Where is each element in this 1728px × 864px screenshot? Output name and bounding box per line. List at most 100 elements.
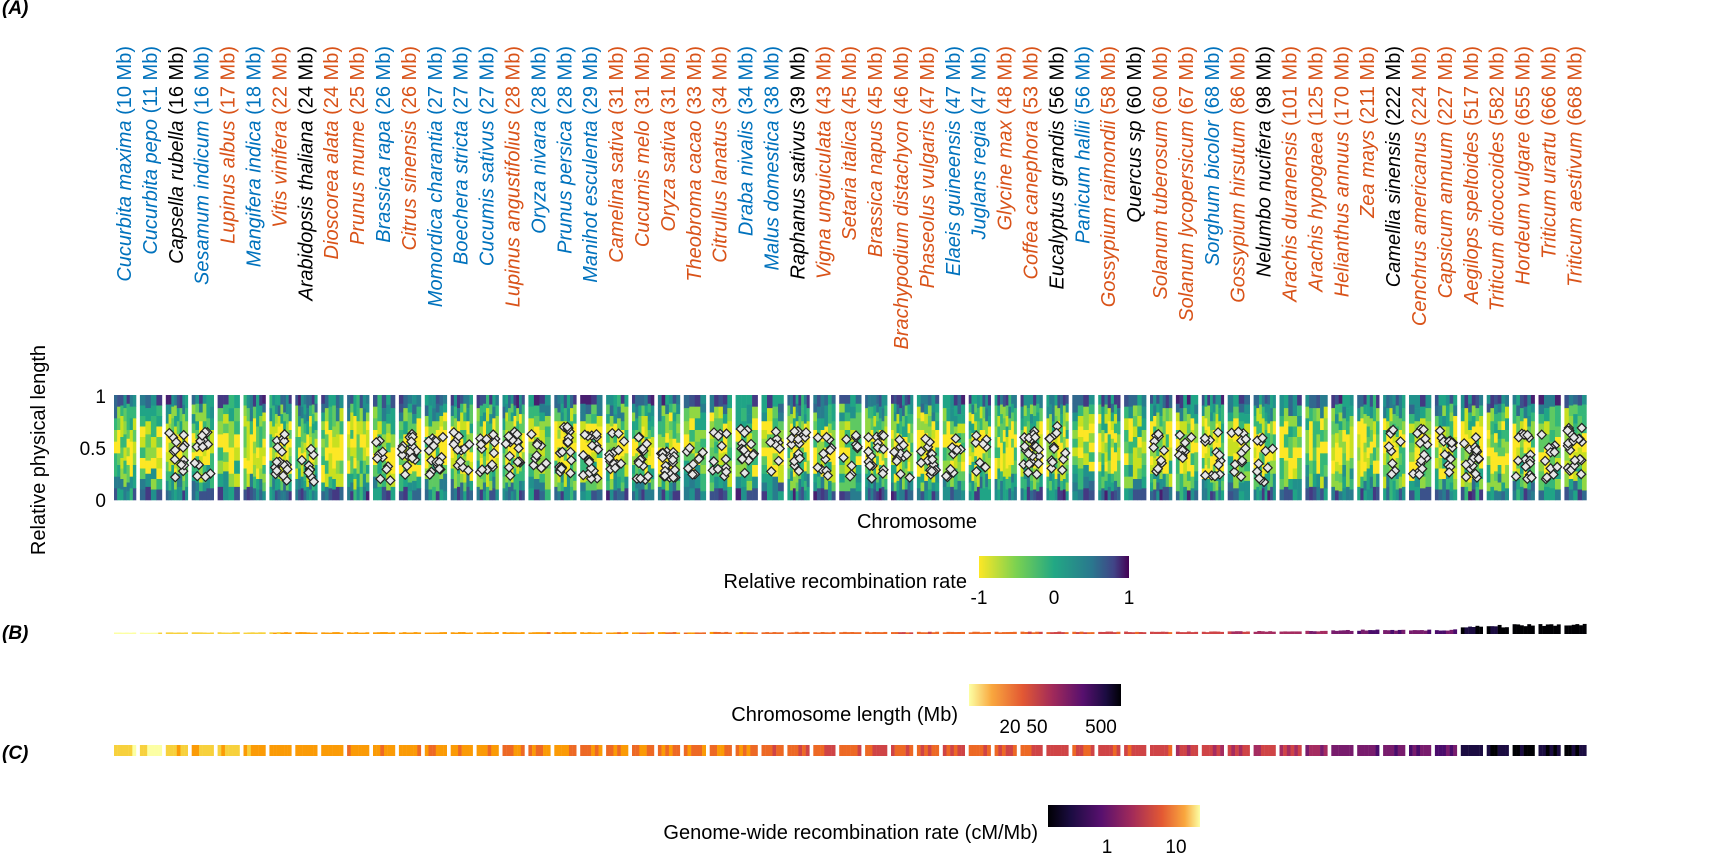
recombination-cell xyxy=(1394,745,1398,756)
heatmap-cell xyxy=(727,408,732,422)
heatmap-cell xyxy=(676,414,681,424)
heatmap-cell xyxy=(1449,403,1454,413)
heatmap-cell xyxy=(953,395,958,406)
heatmap-cell xyxy=(801,395,805,409)
heatmap-cell xyxy=(120,426,124,438)
centromere-marker xyxy=(1235,471,1247,483)
centromere-marker xyxy=(282,463,293,475)
heatmap-cell xyxy=(403,408,408,422)
heatmap-cell xyxy=(1398,441,1403,454)
heatmap-cell xyxy=(1338,438,1343,448)
heatmap-cell xyxy=(1538,404,1545,415)
length-bar xyxy=(791,632,795,634)
heatmap-cell xyxy=(1049,490,1053,501)
heatmap-cell xyxy=(1083,476,1090,489)
length-bar xyxy=(1116,631,1121,634)
species-size: (227 Mb) xyxy=(1435,46,1457,132)
heatmap-cell xyxy=(950,434,955,448)
length-bar xyxy=(561,632,566,634)
heatmap-cell xyxy=(1501,491,1506,501)
heatmap-cell xyxy=(339,447,344,461)
heatmap-cell xyxy=(463,482,467,492)
heatmap-cell xyxy=(1309,395,1314,409)
recombination-cell xyxy=(387,745,392,756)
heatmap-cell xyxy=(249,408,254,422)
heatmap-cell xyxy=(1420,441,1426,454)
heatmap-cell xyxy=(1137,395,1142,406)
heatmap-cell xyxy=(1309,434,1314,448)
heatmap-cell xyxy=(1401,447,1406,461)
centromere-marker xyxy=(739,467,751,479)
heatmap-cell xyxy=(1162,486,1167,501)
heatmap-cell xyxy=(288,412,292,422)
heatmap-cell xyxy=(820,395,825,407)
heatmap-cell xyxy=(657,408,662,422)
heatmap-cell xyxy=(381,486,387,501)
heatmap-cell xyxy=(1312,434,1317,448)
heatmap-cell xyxy=(878,488,882,501)
heatmap-cell xyxy=(801,486,805,501)
length-bar xyxy=(1420,630,1424,634)
heatmap-cell xyxy=(985,408,989,422)
heatmap-cell xyxy=(1049,414,1053,424)
heatmap-cell xyxy=(1194,395,1199,405)
heatmap-cell xyxy=(1449,473,1454,483)
heatmap-cell xyxy=(772,395,779,407)
heatmap-cell xyxy=(1008,488,1012,501)
heatmap-cell xyxy=(881,447,885,461)
heatmap-cell xyxy=(1549,406,1556,419)
heatmap-cell xyxy=(1194,471,1199,482)
centromere-marker xyxy=(583,456,595,468)
species-name: Camellia sinensis xyxy=(1383,132,1405,288)
heatmap-cell xyxy=(362,447,367,461)
species-name: Phaseolus vulgaris xyxy=(917,120,939,288)
heatmap-cell xyxy=(816,395,821,407)
recombination-cell xyxy=(598,745,603,756)
heatmap-cell xyxy=(435,482,440,492)
species-name: Boechera stricta xyxy=(451,120,473,265)
centromere-marker xyxy=(770,426,782,437)
heatmap-cell xyxy=(256,395,260,406)
heatmap-cell xyxy=(469,404,473,415)
recombination-cell xyxy=(750,745,755,756)
heatmap-cell xyxy=(373,476,378,489)
heatmap-cell xyxy=(591,452,597,463)
heatmap-cell xyxy=(1029,490,1034,501)
species-size: (68 Mb) xyxy=(1202,46,1224,120)
heatmap-cell xyxy=(957,404,962,415)
heatmap-cell xyxy=(1479,468,1484,480)
heatmap-cell xyxy=(272,416,276,427)
species-name: Cucumis sativus xyxy=(477,120,499,266)
length-bar xyxy=(199,632,203,634)
length-bar xyxy=(1142,632,1147,634)
centromere-marker xyxy=(927,454,938,465)
length-bar xyxy=(247,632,252,634)
heatmap-cell xyxy=(469,423,473,434)
heatmap-cell xyxy=(1179,408,1184,422)
recombination-cell xyxy=(169,745,174,756)
length-bar xyxy=(350,632,355,634)
heatmap-cell xyxy=(521,433,525,444)
heatmap-cell xyxy=(1490,408,1495,422)
heatmap-cell xyxy=(365,421,370,431)
centromere-marker xyxy=(971,466,982,477)
heatmap-cell xyxy=(1582,452,1587,463)
length-bar xyxy=(950,631,954,634)
heatmap-cell xyxy=(997,489,1001,501)
heatmap-cell xyxy=(741,486,747,501)
heatmap-cell xyxy=(1150,465,1154,475)
heatmap-cell xyxy=(256,458,260,469)
heatmap-cell xyxy=(761,430,768,440)
heatmap-cell xyxy=(1512,452,1517,463)
heatmap-column xyxy=(1201,395,1225,501)
heatmap-cell xyxy=(1420,418,1426,431)
centromere-marker xyxy=(1562,425,1573,436)
recombination-cell xyxy=(1046,745,1051,756)
heatmap-cell xyxy=(566,460,571,475)
heatmap-cell xyxy=(881,421,885,435)
heatmap-cell xyxy=(412,414,417,424)
heatmap-cell xyxy=(1065,473,1069,483)
heatmap-cell xyxy=(870,441,874,454)
length-bar xyxy=(1027,631,1032,634)
heatmap-cell xyxy=(767,421,773,435)
